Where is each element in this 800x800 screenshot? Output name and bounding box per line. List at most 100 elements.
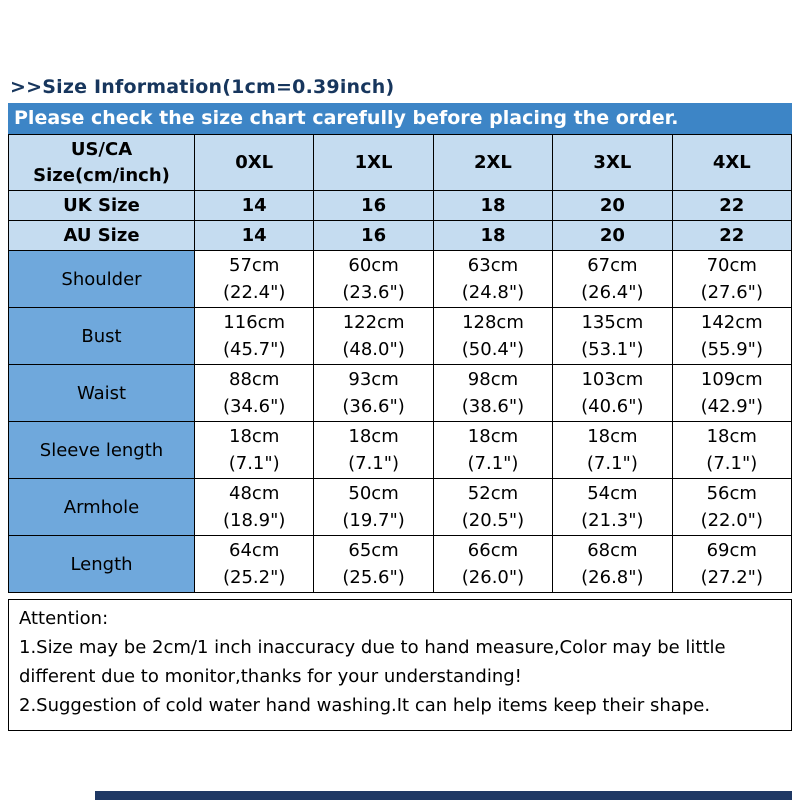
measurement-inch: (7.1")	[467, 453, 519, 474]
measurement-row-label: Sleeve length	[8, 421, 195, 479]
measurement-cell: 69cm (27.2")	[671, 535, 793, 593]
au-size-value: 14	[193, 220, 315, 251]
measurement-cell: 70cm (27.6")	[671, 250, 793, 308]
measurement-inch: (26.0")	[461, 567, 525, 588]
measurement-row-label: Waist	[8, 364, 195, 422]
measurement-inch: (25.6")	[342, 567, 405, 588]
measurement-inch: (22.4")	[222, 282, 286, 303]
measurement-inch: (27.2")	[700, 567, 763, 588]
measurement-inch: (20.5")	[461, 510, 525, 531]
measurement-cm: 18cm	[706, 426, 757, 447]
measurement-cm: 18cm	[467, 426, 519, 447]
measurement-inch: (55.9")	[700, 339, 763, 360]
measurement-cell: 128cm (50.4")	[432, 307, 554, 365]
measurement-inch: (22.0")	[700, 510, 763, 531]
measurement-cm: 68cm	[587, 540, 638, 561]
size-chart-header-rows: US/CA Size(cm/inch) 0XL 1XL 2XL 3XL 4XL …	[8, 134, 793, 251]
measurement-cm: 56cm	[706, 483, 757, 504]
measurement-cell: 18cm (7.1")	[193, 421, 315, 479]
measurement-cm: 57cm	[229, 255, 280, 276]
measurement-inch: (18.9")	[222, 510, 286, 531]
measurement-cm: 60cm	[348, 255, 399, 276]
measurement-cell: 18cm (7.1")	[313, 421, 434, 479]
measurement-cell: 50cm (19.7")	[313, 478, 434, 536]
measurement-row-label: Bust	[8, 307, 195, 365]
au-size-row: AU Size 14 16 18 20 22	[8, 220, 793, 251]
measurement-cm: 88cm	[229, 369, 280, 390]
uk-size-value: 20	[552, 190, 673, 221]
attention-line-1: 1.Size may be 2cm/1 inch inaccuracy due …	[19, 637, 726, 687]
measurement-cell: 64cm (25.2")	[193, 535, 315, 593]
measurement-cell: 63cm (24.8")	[432, 250, 554, 308]
measurement-inch: (7.1")	[706, 453, 758, 474]
measurement-cm: 122cm	[342, 312, 405, 333]
size-column-header: 3XL	[552, 134, 673, 191]
measurement-inch: (40.6")	[581, 396, 644, 417]
measurement-inch: (24.8")	[461, 282, 525, 303]
measurement-cell: 18cm (7.1")	[432, 421, 554, 479]
measurement-cell: 48cm (18.9")	[193, 478, 315, 536]
uk-size-label: UK Size	[8, 190, 195, 221]
measurement-cm: 116cm	[223, 312, 286, 333]
au-size-value: 18	[432, 220, 554, 251]
measurement-inch: (42.9")	[700, 396, 763, 417]
au-size-value: 22	[671, 220, 793, 251]
measurement-cell: 122cm (48.0")	[313, 307, 434, 365]
measurement-row: Bust 116cm (45.7") 122cm (48.0") 128cm (50.4")…	[8, 307, 793, 365]
measurement-cell: 68cm (26.8")	[552, 535, 673, 593]
measurement-cm: 142cm	[700, 312, 763, 333]
measurement-cm: 128cm	[462, 312, 524, 333]
us-ca-label-line1: US/CA	[70, 138, 133, 160]
measurement-cm: 48cm	[229, 483, 280, 504]
uk-size-value: 16	[313, 190, 434, 221]
attention-heading: Attention:	[19, 608, 109, 629]
measurement-inch: (53.1")	[581, 339, 644, 360]
measurement-row: Armhole 48cm (18.9") 50cm (19.7") 52cm (20.5")…	[8, 478, 793, 536]
measurement-cm: 109cm	[700, 369, 763, 390]
size-column-header: 2XL	[432, 134, 554, 191]
attention-box: Attention: 1.Size may be 2cm/1 inch inac…	[8, 599, 792, 731]
measurement-cm: 66cm	[467, 540, 519, 561]
size-column-header: 0XL	[193, 134, 315, 191]
measurement-cell: 18cm (7.1")	[552, 421, 673, 479]
measurement-cm: 63cm	[467, 255, 519, 276]
measurement-cell: 65cm (25.6")	[313, 535, 434, 593]
measurement-cell: 67cm (26.4")	[552, 250, 673, 308]
measurement-cell: 52cm (20.5")	[432, 478, 554, 536]
measurement-inch: (27.6")	[700, 282, 763, 303]
measurement-cell: 109cm (42.9")	[671, 364, 793, 422]
measurement-inch: (50.4")	[461, 339, 525, 360]
measurement-row-label: Armhole	[8, 478, 195, 536]
au-size-value: 16	[313, 220, 434, 251]
measurement-cm: 18cm	[348, 426, 399, 447]
page-title: >>Size Information(1cm=0.39inch)	[10, 76, 395, 98]
uk-size-row: UK Size 14 16 18 20 22	[8, 190, 793, 221]
size-information-content: >>Size Information(1cm=0.39inch) Please …	[8, 76, 793, 731]
measurement-cell: 57cm (22.4")	[193, 250, 315, 308]
measurement-row-label: Shoulder	[8, 250, 195, 308]
measurement-cm: 52cm	[467, 483, 519, 504]
measurement-inch: (36.6")	[342, 396, 405, 417]
size-column-header: 4XL	[671, 134, 793, 191]
measurement-cm: 135cm	[581, 312, 644, 333]
measurement-inch: (7.1")	[348, 453, 400, 474]
uk-size-value: 18	[432, 190, 554, 221]
size-chart-warning-banner: Please check the size chart carefully be…	[8, 103, 792, 134]
measurement-inch: (21.3")	[581, 510, 644, 531]
measurement-cell: 66cm (26.0")	[432, 535, 554, 593]
measurement-inch: (34.6")	[222, 396, 286, 417]
measurement-cm: 69cm	[706, 540, 757, 561]
measurement-row-label: Length	[8, 535, 195, 593]
measurement-row: Waist 88cm (34.6") 93cm (36.6") 98cm (38.6") 10…	[8, 364, 793, 422]
measurement-cell: 103cm (40.6")	[552, 364, 673, 422]
measurement-inch: (38.6")	[461, 396, 525, 417]
measurement-cell: 18cm (7.1")	[671, 421, 793, 479]
measurement-cm: 54cm	[587, 483, 638, 504]
measurement-cell: 98cm (38.6")	[432, 364, 554, 422]
au-size-label: AU Size	[8, 220, 195, 251]
measurement-row: Length 64cm (25.2") 65cm (25.6") 66cm (26.0") 6…	[8, 535, 793, 593]
measurement-inch: (25.2")	[222, 567, 286, 588]
measurement-inch: (48.0")	[342, 339, 405, 360]
measurement-cm: 67cm	[587, 255, 638, 276]
